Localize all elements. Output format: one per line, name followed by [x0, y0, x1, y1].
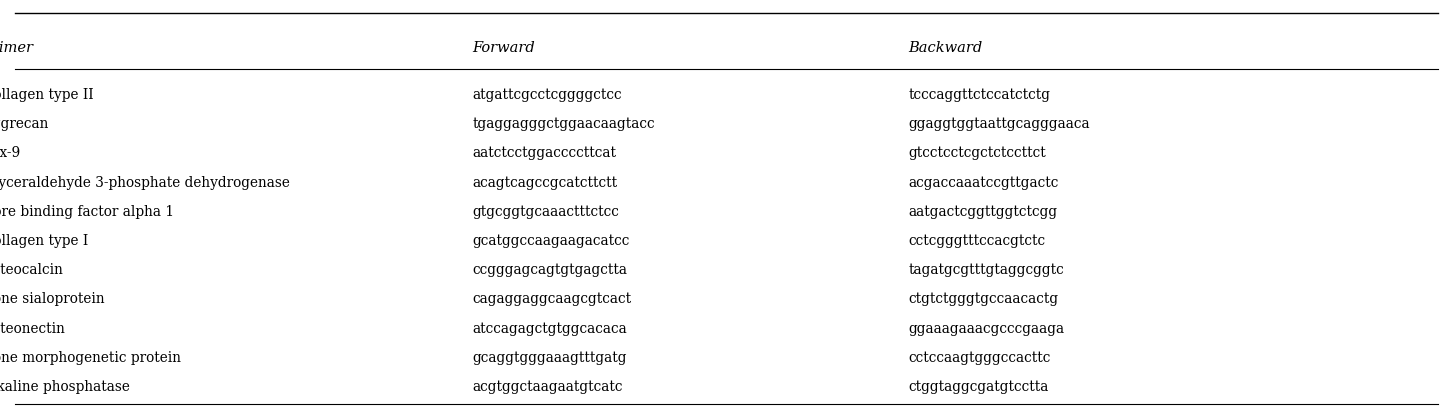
Text: Alkaline phosphatase: Alkaline phosphatase [0, 380, 131, 394]
Text: tgaggagggctggaacaagtacc: tgaggagggctggaacaagtacc [472, 117, 655, 131]
Text: cagaggaggcaagcgtcact: cagaggaggcaagcgtcact [472, 292, 632, 306]
Text: Collagen type I: Collagen type I [0, 234, 87, 248]
Text: aatgactcggttggtctcgg: aatgactcggttggtctcgg [908, 205, 1058, 219]
Text: Forward: Forward [472, 41, 535, 55]
Text: gtcctcctcgctctccttct: gtcctcctcgctctccttct [908, 146, 1046, 161]
Text: cctcgggtttccacgtctc: cctcgggtttccacgtctc [908, 234, 1045, 248]
Text: acgtggctaagaatgtcatc: acgtggctaagaatgtcatc [472, 380, 623, 394]
Text: Collagen type II: Collagen type II [0, 88, 93, 102]
Text: atgattcgcctcggggctcc: atgattcgcctcggggctcc [472, 88, 622, 102]
Text: ccgggagcagtgtgagctta: ccgggagcagtgtgagctta [472, 263, 628, 277]
Text: atccagagctgtggcacaca: atccagagctgtggcacaca [472, 322, 628, 336]
Text: Sox-9: Sox-9 [0, 146, 20, 161]
Text: Osteocalcin: Osteocalcin [0, 263, 64, 277]
Text: Primer: Primer [0, 41, 33, 55]
Text: acgaccaaatccgttgactc: acgaccaaatccgttgactc [908, 176, 1058, 190]
Text: cctccaagtgggccacttc: cctccaagtgggccacttc [908, 351, 1051, 365]
Text: Backward: Backward [908, 41, 982, 55]
Text: acagtcagccgcatcttctt: acagtcagccgcatcttctt [472, 176, 618, 190]
Text: Bone sialoprotein: Bone sialoprotein [0, 292, 105, 306]
Text: Core binding factor alpha 1: Core binding factor alpha 1 [0, 205, 173, 219]
Text: Bone morphogenetic protein: Bone morphogenetic protein [0, 351, 180, 365]
Text: gcatggccaagaagacatcc: gcatggccaagaagacatcc [472, 234, 629, 248]
Text: ggaggtggtaattgcagggaaca: ggaggtggtaattgcagggaaca [908, 117, 1090, 131]
Text: gcaggtgggaaagtttgatg: gcaggtgggaaagtttgatg [472, 351, 626, 365]
Text: tcccaggttctccatctctg: tcccaggttctccatctctg [908, 88, 1051, 102]
Text: ggaaagaaacgcccgaaga: ggaaagaaacgcccgaaga [908, 322, 1064, 336]
Text: tagatgcgtttgtaggcggtc: tagatgcgtttgtaggcggtc [908, 263, 1064, 277]
Text: aatctcctggaccccttcat: aatctcctggaccccttcat [472, 146, 616, 161]
Text: ctgtctgggtgccaacactg: ctgtctgggtgccaacactg [908, 292, 1058, 306]
Text: Glyceraldehyde 3-phosphate dehydrogenase: Glyceraldehyde 3-phosphate dehydrogenase [0, 176, 289, 190]
Text: Osteonectin: Osteonectin [0, 322, 65, 336]
Text: ctggtaggcgatgtcctta: ctggtaggcgatgtcctta [908, 380, 1049, 394]
Text: gtgcggtgcaaactttctcc: gtgcggtgcaaactttctcc [472, 205, 619, 219]
Text: Aggrecan: Aggrecan [0, 117, 49, 131]
